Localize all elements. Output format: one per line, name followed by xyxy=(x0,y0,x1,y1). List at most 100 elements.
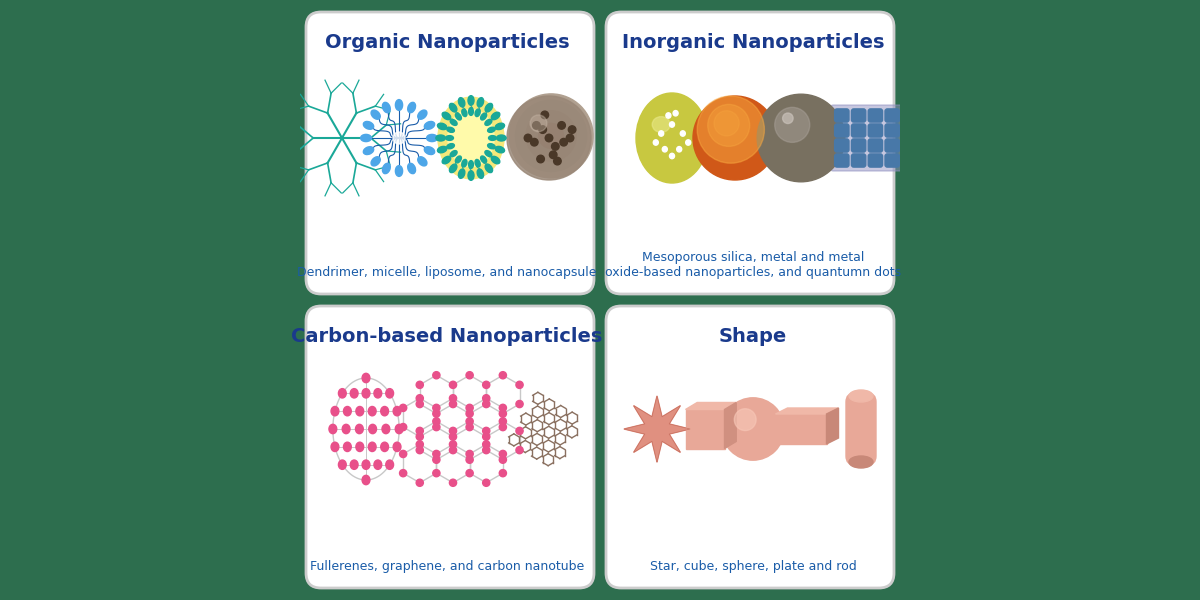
Ellipse shape xyxy=(450,103,457,112)
Ellipse shape xyxy=(364,121,373,129)
Text: Carbon-based Nanoparticles: Carbon-based Nanoparticles xyxy=(292,327,602,346)
Ellipse shape xyxy=(442,157,451,164)
Ellipse shape xyxy=(449,400,457,407)
Ellipse shape xyxy=(433,470,440,477)
Ellipse shape xyxy=(482,427,490,434)
Ellipse shape xyxy=(385,389,394,398)
Ellipse shape xyxy=(449,381,457,388)
Ellipse shape xyxy=(396,166,403,176)
Ellipse shape xyxy=(482,433,490,440)
Ellipse shape xyxy=(368,424,377,434)
Polygon shape xyxy=(775,408,839,414)
Ellipse shape xyxy=(499,451,506,458)
Ellipse shape xyxy=(662,146,667,152)
Ellipse shape xyxy=(433,424,440,431)
Ellipse shape xyxy=(491,157,500,164)
Circle shape xyxy=(757,94,845,182)
Ellipse shape xyxy=(496,123,504,130)
Text: Shape: Shape xyxy=(719,327,787,346)
FancyBboxPatch shape xyxy=(869,139,883,152)
Ellipse shape xyxy=(374,460,382,469)
Ellipse shape xyxy=(395,424,403,434)
Text: Mesoporous silica, metal and metal
oxide-based nanoparticles, and quantumn dots: Mesoporous silica, metal and metal oxide… xyxy=(605,251,901,279)
Ellipse shape xyxy=(433,418,440,425)
Ellipse shape xyxy=(449,433,457,440)
FancyBboxPatch shape xyxy=(852,124,866,137)
Ellipse shape xyxy=(468,171,474,181)
Ellipse shape xyxy=(449,441,457,448)
Text: Star, cube, sphere, plate and rod: Star, cube, sphere, plate and rod xyxy=(649,560,857,573)
Ellipse shape xyxy=(458,98,464,107)
Ellipse shape xyxy=(636,93,708,183)
Ellipse shape xyxy=(445,136,454,140)
Ellipse shape xyxy=(416,381,424,388)
Circle shape xyxy=(697,96,764,163)
Ellipse shape xyxy=(438,97,504,179)
Ellipse shape xyxy=(383,103,390,113)
Polygon shape xyxy=(685,409,725,449)
FancyBboxPatch shape xyxy=(886,124,900,137)
Circle shape xyxy=(530,139,538,146)
Circle shape xyxy=(782,113,793,124)
Ellipse shape xyxy=(400,424,407,431)
Ellipse shape xyxy=(331,406,338,416)
Ellipse shape xyxy=(466,470,473,477)
Ellipse shape xyxy=(499,404,506,412)
Ellipse shape xyxy=(659,131,664,136)
Ellipse shape xyxy=(438,146,446,153)
Ellipse shape xyxy=(487,127,496,133)
Ellipse shape xyxy=(499,424,506,431)
Ellipse shape xyxy=(482,400,490,407)
Ellipse shape xyxy=(478,169,484,178)
Circle shape xyxy=(536,155,545,163)
Ellipse shape xyxy=(371,157,380,166)
Ellipse shape xyxy=(385,460,394,469)
Ellipse shape xyxy=(497,135,506,141)
FancyBboxPatch shape xyxy=(886,154,900,167)
Circle shape xyxy=(509,94,593,178)
Ellipse shape xyxy=(416,433,424,440)
Ellipse shape xyxy=(329,424,337,434)
Circle shape xyxy=(552,143,559,150)
Polygon shape xyxy=(775,414,827,444)
FancyBboxPatch shape xyxy=(869,154,883,167)
Ellipse shape xyxy=(670,122,674,127)
FancyBboxPatch shape xyxy=(606,306,894,588)
Ellipse shape xyxy=(850,390,874,402)
Circle shape xyxy=(722,398,785,460)
FancyBboxPatch shape xyxy=(306,306,594,588)
Ellipse shape xyxy=(487,143,496,149)
FancyBboxPatch shape xyxy=(306,12,594,294)
Ellipse shape xyxy=(449,446,457,454)
Ellipse shape xyxy=(475,160,480,167)
Circle shape xyxy=(734,409,756,431)
Ellipse shape xyxy=(396,100,403,110)
Ellipse shape xyxy=(416,395,424,402)
Ellipse shape xyxy=(446,143,455,149)
Ellipse shape xyxy=(408,163,415,173)
Ellipse shape xyxy=(499,470,506,477)
Ellipse shape xyxy=(350,389,358,398)
Ellipse shape xyxy=(368,442,376,452)
Ellipse shape xyxy=(653,116,671,133)
Polygon shape xyxy=(685,403,737,409)
FancyBboxPatch shape xyxy=(830,105,904,171)
Ellipse shape xyxy=(466,371,473,379)
Ellipse shape xyxy=(382,424,390,434)
Ellipse shape xyxy=(338,460,347,469)
Ellipse shape xyxy=(416,427,424,434)
Ellipse shape xyxy=(485,103,492,112)
Ellipse shape xyxy=(362,460,370,469)
Ellipse shape xyxy=(436,135,445,141)
Ellipse shape xyxy=(499,371,506,379)
Ellipse shape xyxy=(491,112,500,119)
Ellipse shape xyxy=(482,441,490,448)
Ellipse shape xyxy=(394,442,401,452)
Ellipse shape xyxy=(458,169,464,178)
Ellipse shape xyxy=(462,109,467,116)
Ellipse shape xyxy=(338,389,347,398)
Ellipse shape xyxy=(449,395,457,402)
Ellipse shape xyxy=(448,109,494,167)
Ellipse shape xyxy=(416,400,424,407)
Circle shape xyxy=(714,110,739,136)
